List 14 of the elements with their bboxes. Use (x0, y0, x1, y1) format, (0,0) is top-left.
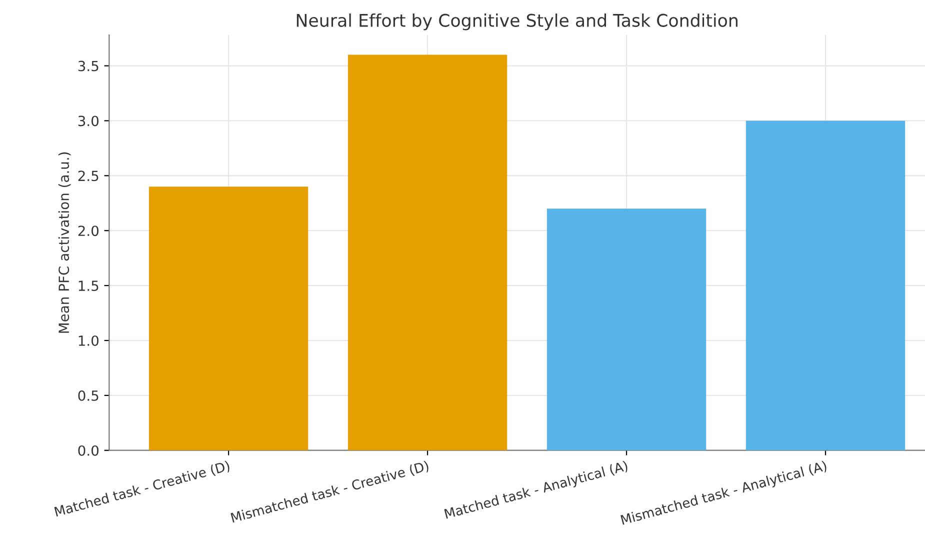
bar (546, 208, 706, 450)
bar (148, 186, 308, 450)
y-tick-label: 2.0 (78, 226, 99, 236)
y-tick-label: 2.5 (78, 170, 98, 182)
y-tick-label: 3.0 (78, 116, 99, 126)
bar (348, 54, 508, 450)
y-tick-label: 3.5 (78, 60, 98, 72)
y-tick-label: 1.0 (78, 335, 99, 346)
bar (746, 120, 906, 450)
y-tick-label: 0.0 (78, 445, 99, 456)
y-tick-label: 0.5 (78, 390, 98, 401)
y-tick-label: 1.5 (78, 280, 98, 292)
chart-title: Neural Effort by Cognitive Style and Task Condition (296, 14, 738, 30)
y-axis-title: Mean PFC activation (a.u.) (58, 152, 71, 333)
